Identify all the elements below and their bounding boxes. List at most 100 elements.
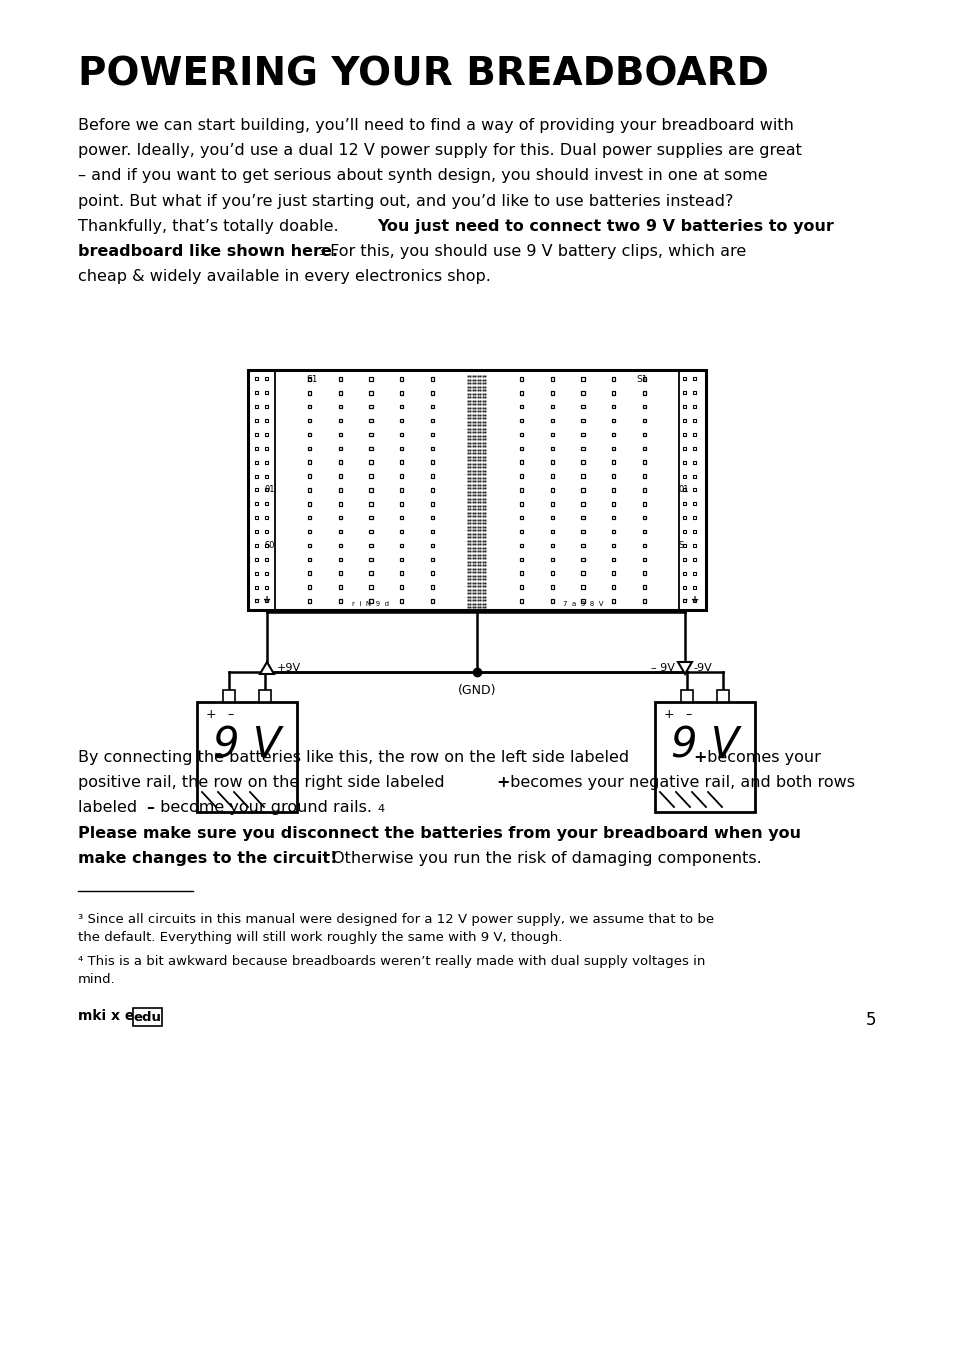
Bar [580, 474, 584, 478]
Bar [642, 474, 645, 478]
Bar [580, 544, 584, 547]
Bar [369, 474, 373, 478]
Bar [642, 558, 645, 562]
Bar [693, 502, 696, 505]
Text: 7  a  3  8  V: 7 a 3 8 V [562, 601, 602, 608]
Bar [430, 586, 434, 589]
Text: +9V: +9V [276, 663, 301, 674]
Text: 9 V: 9 V [670, 725, 739, 767]
Bar [693, 418, 696, 423]
Bar [399, 460, 403, 464]
Bar [255, 378, 258, 381]
Bar [369, 489, 373, 491]
Bar [265, 572, 268, 575]
Bar [519, 447, 523, 450]
Bar [338, 405, 342, 409]
Bar [255, 502, 258, 505]
Bar [611, 586, 615, 589]
Text: becomes your: becomes your [701, 751, 820, 765]
Bar [399, 586, 403, 589]
Bar [338, 529, 342, 533]
Bar [265, 599, 268, 602]
Bar [642, 433, 645, 436]
Bar [682, 447, 686, 450]
Bar [399, 558, 403, 562]
Bar [430, 447, 434, 450]
Text: point. But what if you’re just starting out, and you’d like to use batteries ins: point. But what if you’re just starting … [78, 193, 733, 209]
Text: Before we can start building, you’ll need to find a way of providing your breadb: Before we can start building, you’ll nee… [78, 117, 793, 134]
Bar [642, 586, 645, 589]
Text: +: + [497, 775, 510, 790]
Bar [369, 571, 373, 575]
Bar [519, 516, 523, 520]
Text: –: – [254, 595, 259, 605]
Text: +: + [693, 751, 706, 765]
Bar [399, 489, 403, 491]
Bar [399, 599, 403, 602]
Text: +: + [690, 595, 699, 605]
Bar [255, 558, 258, 560]
Text: S: S [679, 541, 683, 549]
Bar [430, 544, 434, 547]
Text: For this, you should use 9 V battery clips, which are: For this, you should use 9 V battery cli… [324, 244, 745, 259]
Text: POWERING YOUR BREADBOARD: POWERING YOUR BREADBOARD [78, 55, 768, 93]
Bar [611, 544, 615, 547]
Bar [265, 433, 268, 436]
Bar [693, 475, 696, 478]
Bar [642, 544, 645, 547]
Text: S1: S1 [306, 375, 317, 383]
Bar [519, 529, 523, 533]
Bar [693, 447, 696, 450]
Bar [693, 405, 696, 408]
Text: the default. Everything will still work roughly the same with 9 V, though.: the default. Everything will still work … [78, 931, 561, 944]
Text: –: – [228, 707, 233, 721]
Bar [611, 474, 615, 478]
Bar [338, 558, 342, 562]
Bar [693, 378, 696, 381]
Bar [255, 489, 258, 491]
Bar [430, 418, 434, 423]
Text: +: + [663, 707, 674, 721]
Bar [693, 489, 696, 491]
Text: Thankfully, that’s totally doable.: Thankfully, that’s totally doable. [78, 219, 343, 234]
Text: 01: 01 [264, 486, 274, 494]
Bar [255, 392, 258, 394]
Bar [369, 544, 373, 547]
Bar [682, 502, 686, 505]
Bar [611, 405, 615, 409]
Bar [611, 447, 615, 450]
Bar [580, 586, 584, 589]
Bar [265, 489, 268, 491]
Bar [338, 433, 342, 436]
Text: (GND): (GND) [457, 684, 496, 697]
Bar [255, 447, 258, 450]
Bar [550, 502, 554, 506]
Text: –: – [146, 801, 154, 815]
Bar [611, 433, 615, 436]
Bar [642, 377, 645, 381]
Bar [308, 544, 311, 547]
Bar [580, 529, 584, 533]
Text: breadboard like shown here.: breadboard like shown here. [78, 244, 337, 259]
Bar [338, 544, 342, 547]
Text: S0: S0 [264, 541, 274, 549]
Text: 4: 4 [377, 805, 384, 814]
Text: –: – [685, 707, 691, 721]
Bar [611, 489, 615, 491]
Bar [682, 433, 686, 436]
Polygon shape [260, 662, 274, 674]
Bar [338, 586, 342, 589]
Text: – and if you want to get serious about synth design, you should invest in one at: – and if you want to get serious about s… [78, 169, 767, 184]
Bar [308, 558, 311, 562]
Bar [255, 516, 258, 520]
Bar [682, 531, 686, 533]
Text: S1: S1 [636, 375, 647, 383]
Bar [265, 516, 268, 520]
Bar [550, 489, 554, 491]
Bar [265, 460, 268, 464]
Bar [430, 558, 434, 562]
Bar [682, 378, 686, 381]
Bar [693, 586, 696, 589]
Bar [611, 558, 615, 562]
Bar [265, 405, 268, 408]
